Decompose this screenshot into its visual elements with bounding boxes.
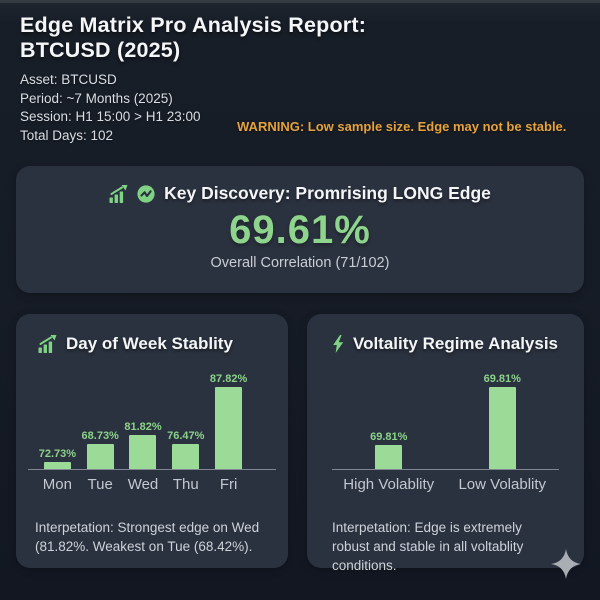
bar-group: 69.81% bbox=[446, 373, 560, 469]
volatility-chart: 69.81% 69.81% High Volablity Low Volablity bbox=[332, 370, 559, 493]
category-label: Low Volablity bbox=[458, 476, 547, 493]
bar-value-label: 68.73% bbox=[81, 430, 119, 442]
category-label: Fri bbox=[219, 476, 238, 493]
category-label: Thu bbox=[172, 476, 199, 493]
bar bbox=[488, 387, 516, 469]
volatility-card: Voltality Regime Analysis 69.81% 69.81% H… bbox=[307, 314, 584, 573]
warning-text: WARNING: Low sample size. Edge may not b… bbox=[237, 119, 567, 134]
bar-group: 76.47% bbox=[164, 430, 207, 469]
key-discovery-subtitle: Overall Correlation (71/102) bbox=[210, 255, 390, 271]
sparkle-icon bbox=[550, 548, 582, 580]
bar-group: 87.82% bbox=[207, 373, 250, 469]
chart-category-labels: Mon Tue Wed Thu Fri bbox=[28, 470, 276, 493]
meta-period: Period: ~7 Months (2025) bbox=[20, 90, 173, 106]
chart-category-labels: High Volablity Low Volablity bbox=[332, 470, 559, 493]
trending-bar-chart-icon bbox=[38, 335, 57, 353]
bar-value-label: 87.82% bbox=[209, 373, 248, 385]
report-header: Edge Matrix Pro Analysis Report: BTCUSD … bbox=[20, 13, 366, 145]
bar bbox=[43, 462, 71, 469]
lightning-bolt-icon bbox=[332, 335, 344, 353]
top-edge-highlight bbox=[0, 0, 600, 3]
bar-value-label: 72.73% bbox=[38, 448, 77, 460]
category-label: Mon bbox=[42, 476, 72, 493]
verified-pulse-badge-icon bbox=[137, 184, 155, 203]
bar bbox=[375, 445, 403, 469]
trending-bar-chart-icon bbox=[109, 184, 128, 203]
bar-value-label: 69.81% bbox=[483, 373, 521, 385]
key-discovery-header: Key Discovery: Promrising LONG Edge bbox=[16, 183, 584, 204]
meta-total-days: Total Days: 102 bbox=[20, 127, 114, 143]
bar-value-label: 81.82% bbox=[124, 421, 162, 433]
meta-session: Session: H1 15:00 > H1 23:00 bbox=[20, 109, 201, 124]
bar-group: 68.73% bbox=[79, 430, 122, 469]
category-label: Wed bbox=[127, 476, 159, 493]
volatility-interpretation: Interpetation: Edge is extremely robust … bbox=[332, 520, 524, 573]
day-of-week-interpretation: Interpetation: Strongest edge on Wed (81… bbox=[35, 520, 260, 554]
category-label: High Volablity bbox=[343, 476, 435, 493]
page-title: Edge Matrix Pro Analysis Report: BTCUSD … bbox=[20, 13, 366, 63]
day-of-week-chart: 72.73% 68.73% 81.82% 76.47% 87.82% Mon Tue Wed… bbox=[28, 370, 276, 493]
bar-group: 69.81% bbox=[332, 431, 446, 469]
bar-group: 72.73% bbox=[36, 448, 79, 469]
bar-group: 81.82% bbox=[122, 421, 165, 469]
key-discovery-value: 69.61% bbox=[229, 208, 371, 252]
volatility-header: Voltality Regime Analysis bbox=[332, 334, 559, 354]
report-meta: Asset: BTCUSD Period: ~7 Months (2025) S… bbox=[20, 71, 366, 145]
page-title-line1: Edge Matrix Pro Analysis Report: bbox=[20, 13, 367, 37]
bar-value-label: 76.47% bbox=[167, 430, 205, 442]
day-of-week-card: Day of Week Stablity 72.73% 68.73% 81.82% 7… bbox=[16, 314, 288, 568]
category-label: Tue bbox=[87, 476, 113, 493]
bar bbox=[215, 387, 243, 469]
chart-plot-area: 72.73% 68.73% 81.82% 76.47% 87.82% bbox=[28, 370, 276, 470]
page-title-line2: BTCUSD (2025) bbox=[20, 38, 181, 62]
volatility-title: Voltality Regime Analysis bbox=[353, 334, 559, 353]
key-discovery-card: Key Discovery: Promrising LONG Edge 69.6… bbox=[16, 166, 584, 293]
bar-value-label: 69.81% bbox=[370, 431, 408, 443]
bar bbox=[172, 444, 200, 469]
chart-plot-area: 69.81% 69.81% bbox=[332, 370, 559, 470]
day-of-week-header: Day of Week Stablity bbox=[28, 334, 276, 354]
meta-asset: Asset: BTCUSD bbox=[20, 72, 117, 87]
bar bbox=[86, 444, 114, 469]
key-discovery-title: Key Discovery: Promrising LONG Edge bbox=[164, 183, 491, 203]
bar bbox=[129, 435, 157, 469]
day-of-week-title: Day of Week Stablity bbox=[66, 334, 233, 353]
